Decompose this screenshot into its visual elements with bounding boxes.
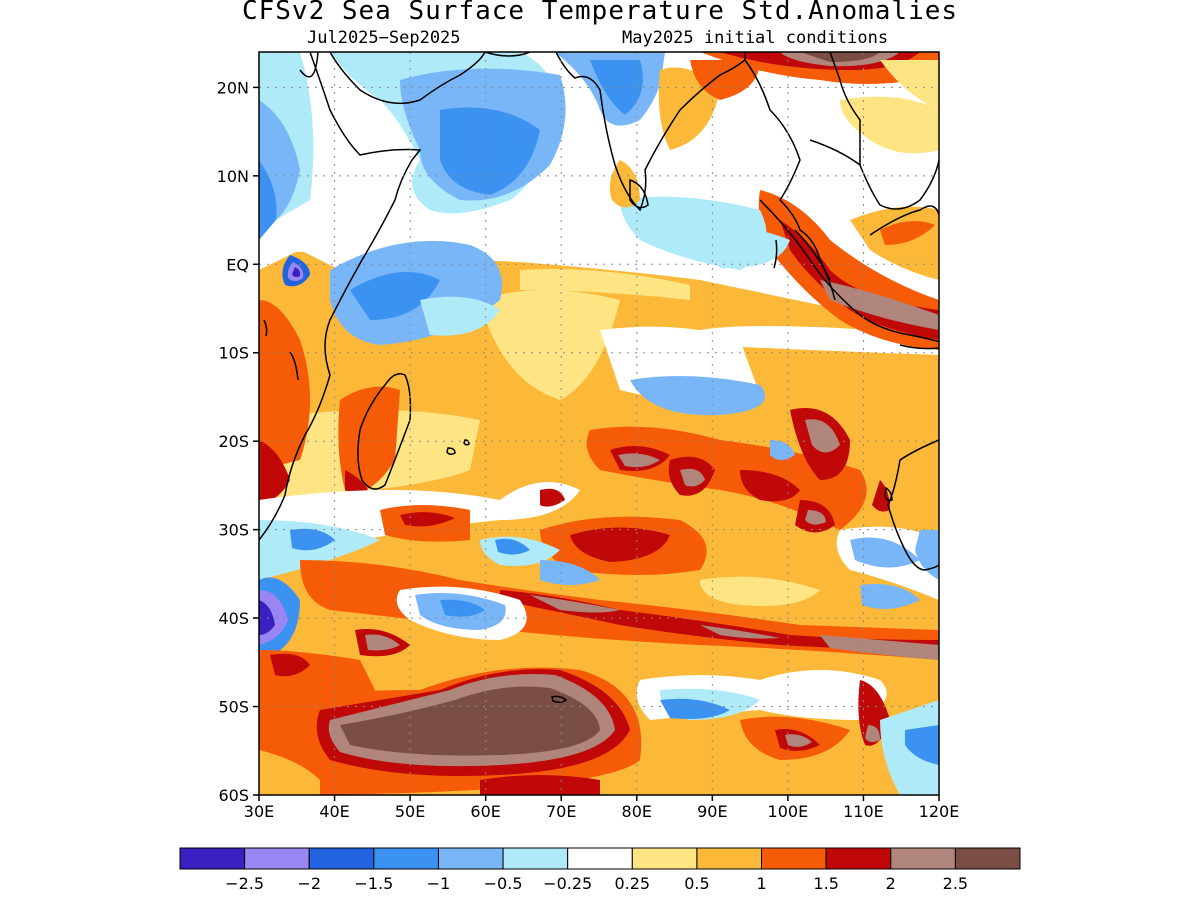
chart-title: CFSv2 Sea Surface Temperature Std.Anomal… — [241, 0, 959, 26]
colorbar-label: 1.5 — [813, 874, 838, 893]
colorbar-label: 1 — [756, 874, 766, 893]
valid-period-subtitle: Jul2025−Sep2025 — [307, 28, 461, 48]
lon-tick-label: 120E — [919, 802, 960, 821]
lon-tick-label: 80E — [622, 802, 652, 821]
lon-tick-label: 100E — [768, 802, 809, 821]
anomaly-field — [259, 52, 939, 795]
lon-tick-label: 110E — [843, 802, 884, 821]
map-frame — [258, 51, 940, 796]
colorbar: −2.5 −2 −1.5 −1 −0.5 −0.25 0.25 0.5 1 1.5 2 2.5 — [179, 847, 1021, 893]
lat-tick-label: 10N — [217, 167, 249, 186]
colorbar-swatch — [954, 847, 1021, 870]
colorbar-label: −2 — [297, 874, 321, 893]
colorbar-label: −0.5 — [484, 874, 523, 893]
lon-tick-label: 90E — [697, 802, 727, 821]
colorbar-swatch — [761, 847, 827, 870]
colorbar-swatch — [825, 847, 892, 870]
colorbar-swatch — [308, 847, 375, 870]
colorbar-swatch — [890, 847, 956, 870]
coastlines — [259, 52, 939, 704]
latitude-axis: 20N 10N EQ 10S 20S 30S 40S 50S 60S — [217, 78, 259, 805]
colorbar-swatch — [437, 847, 504, 870]
lat-tick-label: EQ — [226, 255, 249, 274]
colorbar-swatch — [179, 847, 246, 870]
lat-tick-label: 20S — [218, 432, 249, 451]
lon-tick-label: 60E — [470, 802, 500, 821]
lat-tick-label: 40S — [218, 609, 249, 628]
colorbar-swatch — [502, 847, 569, 870]
lat-tick-label: 20N — [217, 78, 249, 97]
colorbar-label: −1.5 — [354, 874, 393, 893]
colorbar-label: −2.5 — [225, 874, 264, 893]
colorbar-swatch — [373, 847, 439, 870]
lon-tick-label: 50E — [395, 802, 425, 821]
colorbar-label: 2.5 — [943, 874, 968, 893]
longitude-axis: 30E 40E 50E 60E 70E 80E 90E 100E 110E 120E — [244, 795, 960, 821]
colorbar-swatch — [696, 847, 763, 870]
colorbar-label: 0.25 — [614, 874, 650, 893]
colorbar-swatch — [244, 847, 310, 870]
lat-tick-label: 60S — [218, 786, 249, 805]
initial-conditions-subtitle: May2025 initial conditions — [622, 28, 889, 48]
lon-tick-label: 70E — [546, 802, 576, 821]
colorbar-label: 0.5 — [684, 874, 709, 893]
lat-tick-label: 10S — [218, 344, 249, 363]
colorbar-swatch — [631, 847, 698, 870]
colorbar-label: 2 — [886, 874, 896, 893]
lat-tick-label: 30S — [218, 521, 249, 540]
lat-tick-label: 50S — [218, 698, 249, 717]
colorbar-label: −1 — [427, 874, 451, 893]
lon-tick-label: 30E — [244, 802, 274, 821]
colorbar-swatch — [567, 847, 633, 870]
gridlines — [259, 52, 939, 795]
lon-tick-label: 40E — [319, 802, 349, 821]
colorbar-label: −0.25 — [543, 874, 592, 893]
